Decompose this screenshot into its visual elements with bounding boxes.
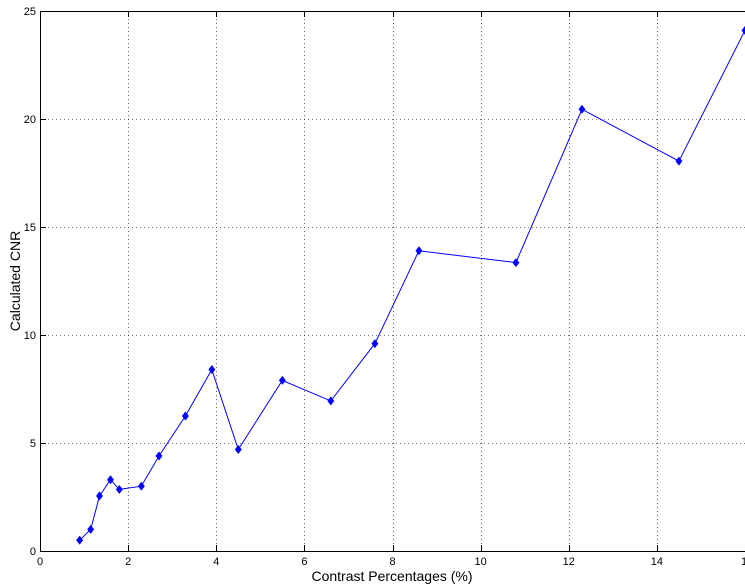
data-point-marker <box>675 156 683 166</box>
axes <box>40 11 745 552</box>
y-tick-label: 25 <box>24 6 36 18</box>
data-point-marker <box>87 524 95 535</box>
y-tick-label: 10 <box>24 330 36 342</box>
data-point-marker <box>512 258 520 268</box>
series-line <box>79 30 745 541</box>
data-point-marker <box>327 396 335 406</box>
grid <box>40 11 745 551</box>
data-point-marker <box>741 25 745 36</box>
y-axis-label: Calculated CNR <box>7 231 23 331</box>
y-tick-label: 0 <box>30 546 36 558</box>
x-tick-label: 14 <box>651 556 663 568</box>
data-point-marker <box>578 104 586 114</box>
x-tick-label: 16 <box>741 556 745 568</box>
data-point-marker <box>181 411 189 421</box>
data-point-marker <box>137 481 145 491</box>
data-point-marker <box>155 451 163 461</box>
data-point-marker <box>115 484 123 495</box>
x-ticks: 0 2 4 6 8 10 12 14 16 <box>37 11 745 568</box>
x-tick-label: 6 <box>301 556 307 568</box>
data-point-marker <box>234 444 242 455</box>
x-tick-label: 8 <box>389 556 395 568</box>
x-tick-label: 4 <box>213 556 219 568</box>
data-point-marker <box>208 364 216 375</box>
series <box>76 25 745 545</box>
x-tick-label: 12 <box>563 556 575 568</box>
data-point-marker <box>95 491 103 501</box>
data-point-marker <box>371 339 379 349</box>
y-tick-label: 5 <box>30 438 36 450</box>
data-point-marker <box>106 475 115 485</box>
y-tick-label: 15 <box>24 222 36 234</box>
y-ticks: 0 5 10 15 20 25 <box>24 6 46 558</box>
y-tick-label: 20 <box>24 114 36 126</box>
data-point-marker <box>415 246 423 256</box>
x-tick-label: 10 <box>475 556 487 568</box>
x-tick-label: 2 <box>125 556 131 568</box>
x-axis-label: Contrast Percentages (%) <box>311 568 472 584</box>
data-point-marker <box>76 535 84 545</box>
x-tick-label: 0 <box>37 556 43 568</box>
plot-area <box>40 11 745 551</box>
data-point-marker <box>278 375 286 385</box>
